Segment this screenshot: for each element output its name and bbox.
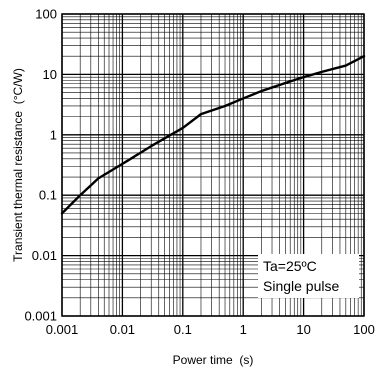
plot-frame [61, 13, 365, 317]
series-line-0 [60, 55, 366, 215]
x-tick-labels: 0.001 0.01 0.1 1 10 100 [46, 322, 375, 337]
y-tick-label: 0.001 [24, 309, 57, 324]
y-tick-label: 10 [43, 67, 57, 82]
x-axis-label: Power time (s) [173, 353, 254, 367]
annotation-line-2: Single pulse [263, 278, 339, 294]
x-tick-label: 0.001 [46, 322, 79, 337]
x-tick-label: 0.1 [174, 322, 192, 337]
x-tick-label: 100 [353, 322, 375, 337]
x-tick-label: 1 [240, 322, 247, 337]
y-tick-label: 0.1 [39, 188, 57, 203]
series-layer [60, 55, 366, 215]
x-tick-label: 10 [296, 322, 310, 337]
x-tick-label: 0.01 [110, 322, 135, 337]
y-tick-label: 100 [35, 7, 57, 22]
y-tick-labels: 0.001 0.01 0.1 1 10 100 [24, 7, 57, 324]
y-axis-label: Transient thermal resistance (°C/W) [11, 68, 25, 262]
y-tick-label: 1 [50, 127, 57, 142]
y-tick-label: 0.01 [32, 248, 57, 263]
annotation-line-1: Ta=25ºC [263, 258, 317, 274]
annotation-box: Ta=25ºC Single pulse [258, 254, 359, 298]
